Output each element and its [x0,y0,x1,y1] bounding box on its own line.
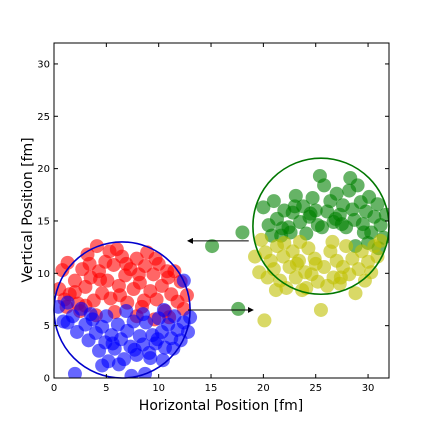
green-point [379,208,393,222]
red-point [160,264,174,278]
yellow-point [334,271,348,285]
green-point [335,217,349,231]
y-tick-label: 5 [44,321,50,332]
yellow-point [290,257,304,271]
green-point [357,225,371,239]
blue-point [112,357,126,371]
blue-point [157,303,171,317]
green-point [288,199,302,213]
blue-point [106,336,120,350]
x-tick-label: 25 [309,383,322,394]
y-tick-label: 0 [44,374,50,385]
yellow-point [293,235,307,249]
green-point [235,225,249,239]
red-point [102,244,116,258]
yellow-point [277,236,291,250]
x-tick-label: 0 [51,383,57,394]
blue-point [143,351,157,365]
green-point [343,171,357,185]
blue-point [68,367,82,381]
y-tick-label: 15 [37,216,50,227]
y-tick-label: 20 [37,164,50,175]
yellow-point [325,235,339,249]
x-tick-label: 30 [362,383,375,394]
x-axis-title: Horizontal Position [fm] [139,398,303,414]
red-point [132,267,146,281]
y-axis-title: Vertical Position [fm] [20,137,36,282]
yellow-point [314,303,328,317]
blue-point [61,296,75,310]
blue-point [99,309,113,323]
blue-point [95,358,109,372]
y-tick-label: 30 [37,59,50,70]
green-point [317,178,331,192]
yellow-point [254,233,268,247]
yellow-point [257,313,271,327]
yellow-point [269,283,283,297]
blue-point [61,316,75,330]
x-tick-label: 10 [152,383,165,394]
data-points [51,169,393,383]
green-point [231,302,245,316]
red-point [113,288,127,302]
green-point [315,220,329,234]
blue-point [151,332,165,346]
green-point [303,207,317,221]
yellow-point [309,257,323,271]
y-tick-label: 10 [37,269,50,280]
blue-point [119,304,133,318]
green-point [306,191,320,205]
x-tick-label: 5 [103,383,109,394]
y-tick-label: 25 [37,112,50,123]
blue-point [84,307,98,321]
red-point [93,273,107,287]
red-point [137,294,151,308]
yellow-point [339,239,353,253]
x-tick-label: 15 [205,383,218,394]
red-point [83,257,97,271]
green-point [267,194,281,208]
x-tick-label: 20 [257,383,270,394]
red-point [119,257,133,271]
blue-point [128,343,142,357]
blue-point [136,307,150,321]
